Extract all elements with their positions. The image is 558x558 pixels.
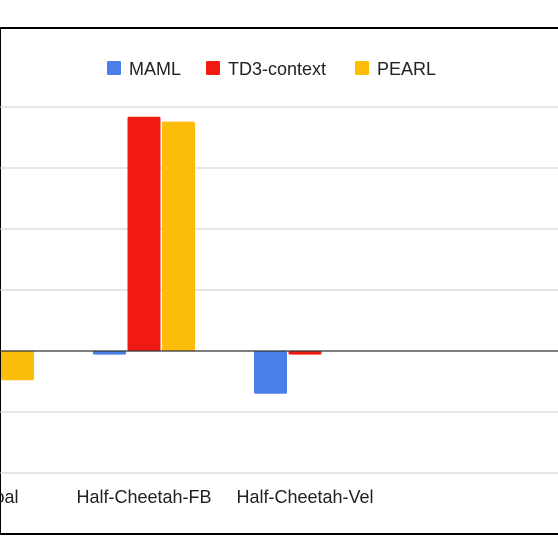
bar-td3-context-half-cheetah-vel (288, 351, 322, 355)
bars (1, 116, 322, 394)
bar-pearl-half-cheetah-fb (162, 121, 195, 351)
bar-maml-half-cheetah-fb (93, 351, 126, 355)
gridlines (0, 106, 558, 474)
bar-maml-half-cheetah-vel (254, 351, 287, 394)
legend: MAML TD3-context PEARL (107, 59, 436, 79)
legend-label-td3-context: TD3-context (228, 59, 326, 79)
legend-label-pearl: PEARL (377, 59, 436, 79)
legend-label-maml: MAML (129, 59, 181, 79)
legend-swatch-td3-context (206, 61, 220, 75)
x-tick-labels: Ant-DirAnt-GoalHalf-Cheetah-FBHalf-Cheet… (0, 487, 374, 507)
legend-swatch-maml (107, 61, 121, 75)
x-tick-label: Half-Cheetah-FB (76, 487, 211, 507)
bar-pearl-ant-goal (1, 351, 34, 381)
x-tick-label: Ant-Goal (0, 487, 19, 507)
x-tick-label: Half-Cheetah-Vel (236, 487, 373, 507)
legend-swatch-pearl (355, 61, 369, 75)
bar-td3-context-half-cheetah-fb (127, 116, 161, 351)
chart-frame (0, 27, 558, 535)
